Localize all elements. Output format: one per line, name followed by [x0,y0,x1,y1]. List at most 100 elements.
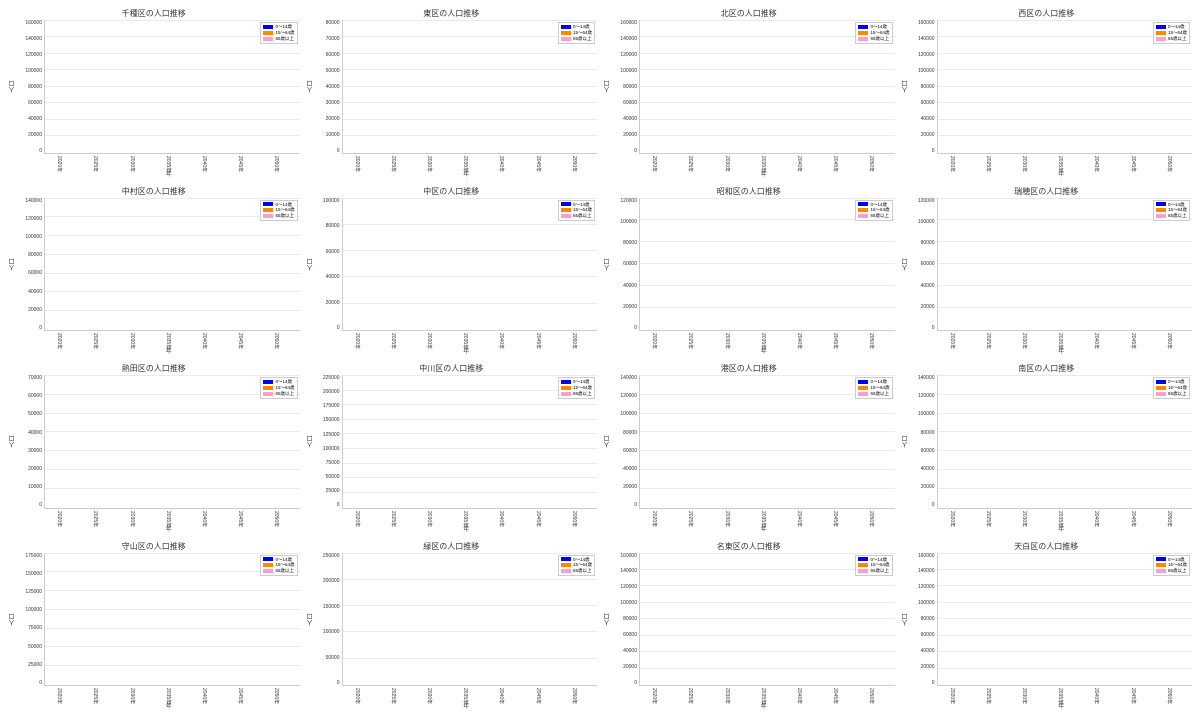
x-ticks: 2020年2025年2030年2035年2040年2045年2050年 [8,154,300,172]
legend-item: 65歳以上 [561,36,592,42]
panel-title: 中川区の人口推移 [306,363,598,375]
panel-title: 千種区の人口推移 [8,8,300,20]
x-ticks: 2020年2025年2030年2035年2040年2045年2050年 [901,509,1193,527]
legend-swatch [858,380,868,384]
plot-area: 0～14歳15～64歳65歳以上 [44,553,300,687]
y-axis-label: 人口 [306,553,314,687]
legend-swatch [263,37,273,41]
y-tick: 80000 [611,616,637,622]
x-tick: 2045年 [524,688,542,694]
x-tick: 2040年 [1082,688,1100,694]
x-tick: 2045年 [821,688,839,694]
legend-swatch [561,37,571,41]
x-ticks: 2020年2025年2030年2035年2040年2045年2050年 [306,154,598,172]
x-tick: 2050年 [1155,156,1173,162]
y-tick: 40000 [314,274,340,280]
y-tick: 10000 [314,132,340,138]
y-tick: 20000 [611,484,637,490]
legend-swatch [1156,569,1166,573]
y-axis-label: 人口 [8,375,16,509]
y-tick: 60000 [611,448,637,454]
y-axis-label: 人口 [603,553,611,687]
x-tick: 2045年 [821,333,839,339]
y-tick: 140000 [909,36,935,42]
y-tick: 100000 [909,68,935,74]
x-ticks: 2020年2025年2030年2035年2040年2045年2050年 [306,509,598,527]
legend-swatch [1156,380,1166,384]
x-tick: 2035年 [451,688,469,694]
y-tick: 150000 [314,417,340,423]
legend-item: 65歳以上 [858,213,889,219]
x-tick: 2025年 [676,333,694,339]
y-tick: 20000 [16,466,42,472]
y-tick: 160000 [909,20,935,26]
x-ticks: 2020年2025年2030年2035年2040年2045年2050年 [306,331,598,349]
y-tick: 50000 [16,411,42,417]
x-ticks: 2020年2025年2030年2035年2040年2045年2050年 [8,509,300,527]
chart-panel: 瑞穂区の人口推移人口020000400006000080000100000120… [901,186,1193,358]
y-tick: 100000 [611,600,637,606]
x-tick: 2050年 [857,688,875,694]
chart-panel: 西区の人口推移人口0200004000060000800001000001200… [901,8,1193,180]
x-tick: 2020年 [45,156,63,162]
y-tick: 60000 [314,52,340,58]
y-tick: 160000 [611,20,637,26]
legend-swatch [561,386,571,390]
x-ticks: 2020年2025年2030年2035年2040年2045年2050年 [603,509,895,527]
legend-item: 65歳以上 [858,36,889,42]
y-axis-label: 人口 [901,20,909,154]
x-axis-label: 年 [901,349,1193,357]
y-tick: 100000 [314,446,340,452]
chart-panel: 港区の人口推移人口0200004000060000800001000001200… [603,363,895,535]
y-tick: 40000 [314,84,340,90]
x-tick: 2025年 [676,688,694,694]
y-tick: 100000 [909,219,935,225]
x-tick: 2020年 [640,156,658,162]
y-tick: 60000 [909,100,935,106]
legend-label: 65歳以上 [573,213,592,219]
x-axis-label: 年 [901,704,1193,712]
panel-title: 中村区の人口推移 [8,186,300,198]
x-ticks: 2020年2025年2030年2035年2040年2045年2050年 [901,331,1193,349]
plot-area: 0～14歳15～64歳65歳以上 [639,375,895,509]
legend-swatch [263,25,273,29]
y-tick: 20000 [611,664,637,670]
x-tick: 2020年 [343,156,361,162]
y-axis-label: 人口 [901,375,909,509]
x-axis-label: 年 [8,172,300,180]
y-tick: 120000 [16,52,42,58]
chart-grid: 千種区の人口推移人口020000400006000080000100000120… [8,8,1192,712]
y-tick: 120000 [909,52,935,58]
y-axis-label: 人口 [8,20,16,154]
legend-swatch [1156,557,1166,561]
legend: 0～14歳15～64歳65歳以上 [558,377,595,399]
chart-panel: 守山区の人口推移人口025000500007500010000012500015… [8,541,300,713]
y-tick: 20000 [909,132,935,138]
panel-title: 北区の人口推移 [603,8,895,20]
x-tick: 2040年 [785,333,803,339]
x-tick: 2025年 [974,333,992,339]
y-tick: 175000 [16,553,42,559]
y-tick: 40000 [611,116,637,122]
chart-panel: 名東区の人口推移人口020000400006000080000100000120… [603,541,895,713]
x-tick: 2035年 [451,156,469,162]
y-tick: 250000 [314,553,340,559]
y-axis-label: 人口 [901,198,909,332]
chart-panel: 天白区の人口推移人口020000400006000080000100000120… [901,541,1193,713]
legend-swatch [263,563,273,567]
y-tick: 20000 [909,484,935,490]
x-tick: 2030年 [415,333,433,339]
y-tick: 60000 [16,100,42,106]
legend-label: 65歳以上 [573,391,592,397]
y-tick: 20000 [314,300,340,306]
plot-area: 0～14歳15～64歳65歳以上 [342,553,598,687]
y-tick: 50000 [314,474,340,480]
y-tick: 80000 [611,84,637,90]
legend-swatch [1156,31,1166,35]
y-tick: 40000 [16,116,42,122]
legend-label: 65歳以上 [870,36,889,42]
x-axis-label: 年 [8,349,300,357]
plot-area: 0～14歳15～64歳65歳以上 [342,198,598,332]
x-tick: 2025年 [379,511,397,517]
x-tick: 2040年 [190,333,208,339]
